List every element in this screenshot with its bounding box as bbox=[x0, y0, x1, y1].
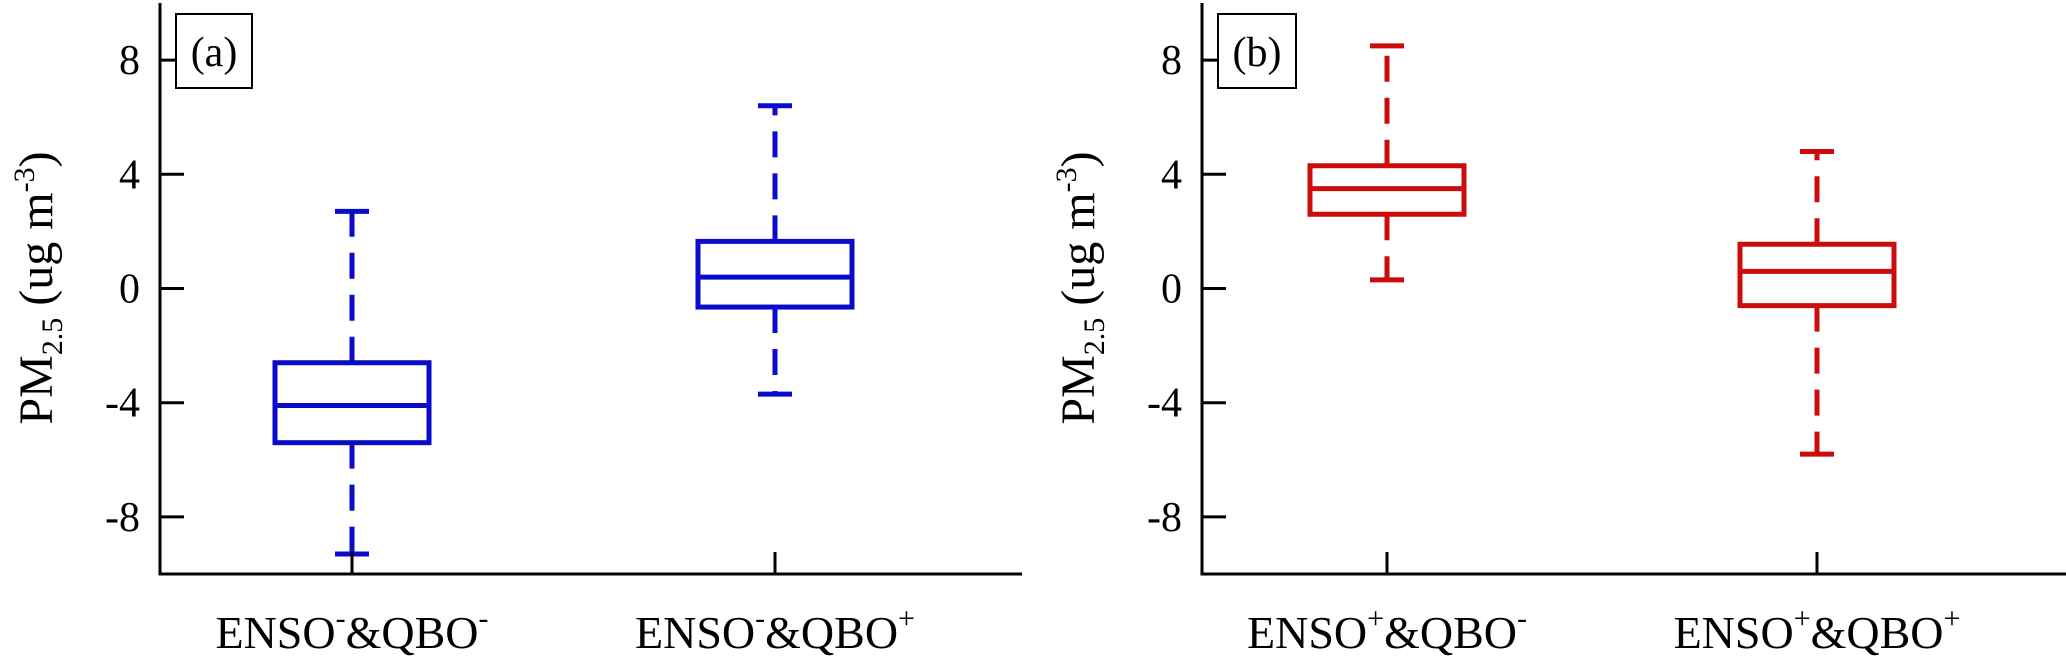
panel-label: (b) bbox=[1233, 30, 1282, 76]
y-tick-label: -4 bbox=[1147, 381, 1182, 427]
panel-label-box bbox=[1217, 13, 1297, 89]
x-tick-label: ENSO+&QBO+ bbox=[1674, 602, 1961, 658]
y-tick-label: 4 bbox=[119, 152, 140, 198]
box-plot bbox=[1737, 148, 1897, 457]
box-iqr bbox=[272, 360, 432, 446]
box-iqr bbox=[1737, 241, 1897, 309]
y-tick-label: -4 bbox=[105, 381, 140, 427]
y-axis-label: PM2.5 (ug m-3) bbox=[1050, 151, 1111, 424]
box-plot bbox=[695, 103, 855, 397]
x-tick-label: ENSO-&QBO- bbox=[215, 602, 488, 658]
y-tick-label: 0 bbox=[1161, 267, 1182, 313]
x-tick-label: ENSO+&QBO- bbox=[1247, 602, 1527, 658]
x-tick-label: ENSO-&QBO+ bbox=[635, 602, 915, 658]
chart-panel-a: -8 -4 0 4 8 PM2.5 (ug m-3) (a) ENSO-&QBO- ENSO-&… bbox=[8, 3, 1022, 658]
y-tick-label: 8 bbox=[119, 38, 140, 84]
chart-panel-b: -8 -4 0 4 8 PM2.5 (ug m-3) (b) ENSO+&QBO- ENSO+&… bbox=[1050, 3, 2066, 658]
y-tick-label: 4 bbox=[1161, 152, 1182, 198]
y-tick-label: 8 bbox=[1161, 38, 1182, 84]
box-iqr bbox=[695, 238, 855, 310]
box-plot bbox=[272, 208, 432, 557]
y-tick-label: -8 bbox=[1147, 495, 1182, 541]
panel-label-box bbox=[175, 13, 253, 89]
y-axis-label: PM2.5 (ug m-3) bbox=[8, 151, 69, 424]
panel-label: (a) bbox=[191, 30, 238, 76]
y-tick-label: -8 bbox=[105, 495, 140, 541]
box-plot bbox=[1307, 43, 1467, 283]
y-tick-label: 0 bbox=[119, 267, 140, 313]
